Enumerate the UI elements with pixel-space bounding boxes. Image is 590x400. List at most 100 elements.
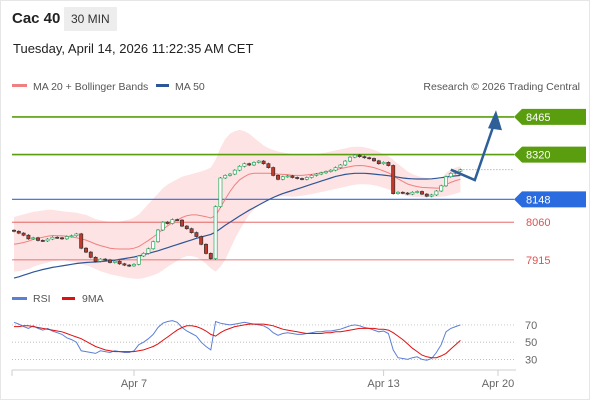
candle <box>55 236 60 239</box>
candle <box>122 263 127 266</box>
candle <box>194 232 199 237</box>
candle <box>448 172 453 178</box>
candle <box>300 178 304 180</box>
x-tick-label: Apr 13 <box>367 378 399 390</box>
candle <box>386 162 391 166</box>
rsi-plot-area: 30 50 70 <box>12 320 537 366</box>
chart-datetime: Tuesday, April 14, 2026 11:22:35 AM CET <box>13 41 254 56</box>
candle <box>64 236 69 240</box>
legend-ma50-label: MA 50 <box>175 81 205 93</box>
credit-text: Research © 2026 Trading Central <box>423 81 580 93</box>
candle <box>117 260 122 265</box>
candle <box>367 157 372 160</box>
candle <box>280 176 285 180</box>
candle <box>213 206 218 259</box>
candle <box>98 258 103 262</box>
candle <box>45 238 50 242</box>
candle <box>156 229 160 243</box>
candle <box>405 192 410 195</box>
ma50-line <box>13 172 461 279</box>
level-tag-8148 <box>514 191 586 208</box>
candle <box>324 171 328 174</box>
level-label-8465: 8465 <box>526 112 550 124</box>
price-plot-area: 8465 8320 8148 8060 7915 <box>12 108 586 279</box>
bollinger-band <box>14 129 461 279</box>
candle <box>400 191 405 194</box>
candle <box>165 221 170 224</box>
legend-swatch-rsi <box>12 297 27 300</box>
candle <box>252 162 256 166</box>
candle <box>372 158 376 162</box>
candle <box>261 160 266 165</box>
candle <box>309 175 314 178</box>
candle <box>304 177 309 180</box>
header: Cac 40 30 MIN <box>0 0 590 36</box>
candle <box>141 253 146 257</box>
candle <box>285 175 290 178</box>
candle <box>127 264 132 267</box>
level-label-8060: 8060 <box>526 217 550 229</box>
rsi-tick-30: 30 <box>525 354 537 366</box>
rsi-tick-50: 50 <box>525 337 537 349</box>
candle <box>79 233 84 249</box>
candle <box>242 163 247 167</box>
candle <box>328 169 333 172</box>
ma20-line <box>13 164 461 250</box>
rsi-tick-70: 70 <box>525 320 537 332</box>
candle <box>223 175 228 179</box>
level-tag-8320 <box>514 146 586 163</box>
candle <box>333 167 338 171</box>
candle <box>429 194 434 197</box>
candle <box>266 163 271 168</box>
candle <box>338 164 343 168</box>
candle <box>103 258 108 261</box>
candle <box>160 221 165 231</box>
candle <box>199 236 204 245</box>
candle <box>12 229 16 232</box>
candle <box>132 263 136 267</box>
candle <box>218 177 223 207</box>
legend-swatch-9ma <box>62 297 75 300</box>
candle <box>357 154 362 158</box>
rsi-ma9-line <box>14 323 461 359</box>
legend-ma20-label: MA 20 + Bollinger Bands <box>33 81 148 93</box>
candle <box>36 237 40 241</box>
level-label-8148: 8148 <box>526 194 550 206</box>
candle <box>175 219 180 221</box>
candle <box>184 225 189 230</box>
candle <box>151 241 156 250</box>
candle <box>40 240 45 242</box>
candle <box>444 176 448 187</box>
candle <box>21 232 26 236</box>
candle <box>170 219 175 224</box>
candle <box>276 175 280 180</box>
candle <box>290 175 295 178</box>
candle <box>362 156 367 159</box>
candle <box>204 243 208 254</box>
candle <box>84 247 88 253</box>
interval-button[interactable]: 30 MIN <box>64 7 117 31</box>
projection-arrow-head <box>488 110 502 131</box>
candle <box>415 191 420 193</box>
candle <box>189 228 194 233</box>
candle <box>256 160 261 163</box>
x-tick-label: Apr 7 <box>121 378 147 390</box>
candle <box>396 191 400 194</box>
candle <box>180 219 184 227</box>
level-label-7915: 7915 <box>526 255 550 267</box>
candle <box>271 167 276 176</box>
candle <box>88 251 93 258</box>
candle <box>237 165 242 171</box>
candle <box>391 165 396 194</box>
candle <box>424 193 429 197</box>
candle <box>420 191 424 195</box>
symbol-title: Cac 40 <box>12 10 61 27</box>
projection-arrow <box>450 123 496 182</box>
candle <box>26 234 31 240</box>
level-label-8320: 8320 <box>526 150 550 162</box>
candle <box>434 190 439 196</box>
candle <box>69 235 74 238</box>
x-axis-ticks: Apr 7 Apr 13 Apr 20 <box>11 370 514 390</box>
candle <box>381 162 386 165</box>
